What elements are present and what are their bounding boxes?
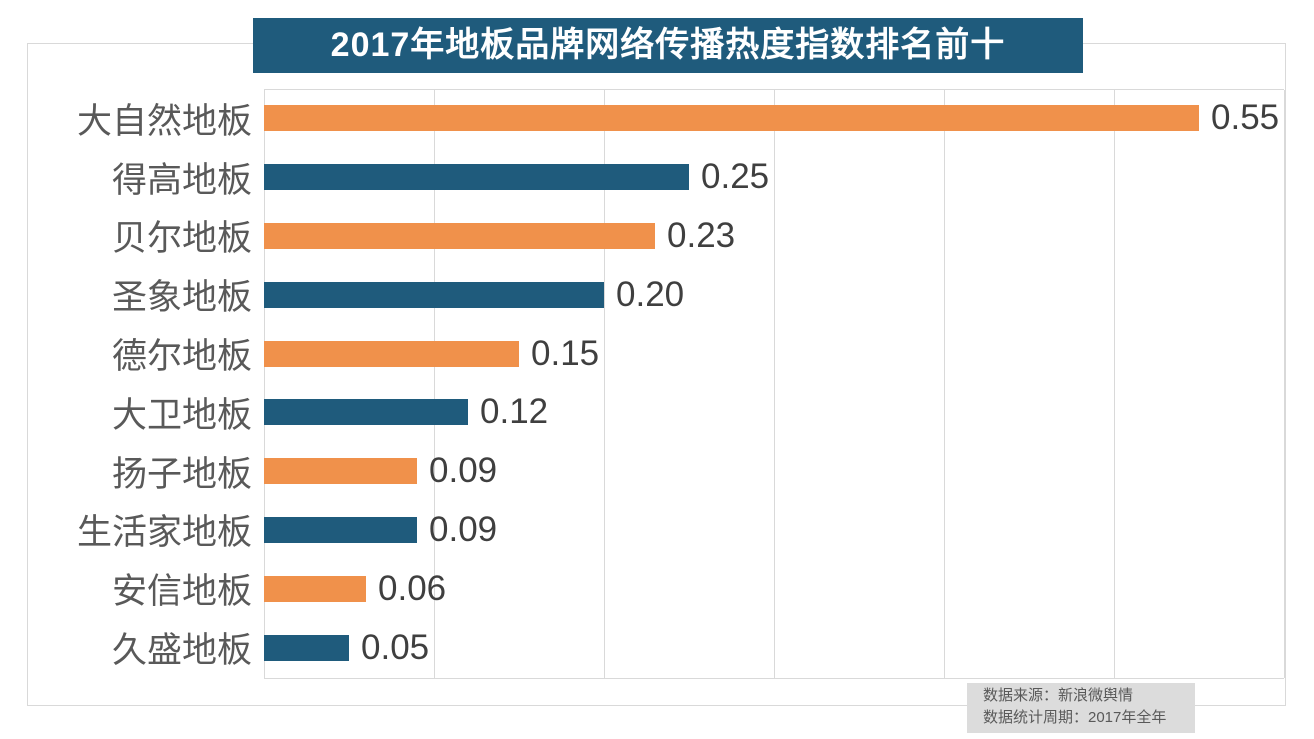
category-label: 生活家地板 — [76, 513, 252, 553]
bar — [264, 634, 349, 661]
value-label: 0.12 — [480, 392, 549, 432]
bar-row: 德尔地板 0.15 — [27, 324, 1286, 383]
bar-track: 0.05 — [264, 618, 1284, 677]
value-label: 0.25 — [701, 157, 770, 197]
bar-row: 得高地板 0.25 — [27, 148, 1286, 207]
chart-title: 2017年地板品牌网络传播热度指数排名前十 — [253, 18, 1083, 73]
bar-row: 大卫地板 0.12 — [27, 383, 1286, 442]
bar-track: 0.06 — [264, 559, 1284, 618]
bar-row: 扬子地板 0.09 — [27, 442, 1286, 501]
bar-row: 大自然地板 0.55 — [27, 89, 1286, 148]
bar — [264, 399, 468, 426]
category-label: 大卫地板 — [111, 395, 252, 435]
value-label: 0.09 — [429, 509, 498, 549]
bar — [264, 575, 366, 602]
category-label: 安信地板 — [111, 572, 252, 612]
category-label: 久盛地板 — [111, 631, 252, 671]
category-label: 扬子地板 — [111, 454, 252, 494]
value-label: 0.09 — [429, 451, 498, 491]
gridline — [774, 90, 775, 678]
bar-track: 0.55 — [264, 89, 1284, 148]
bar-row: 生活家地板 0.09 — [27, 501, 1286, 560]
bar — [264, 340, 519, 367]
bar-track: 0.23 — [264, 207, 1284, 266]
bar-track: 0.25 — [264, 148, 1284, 207]
bar — [264, 516, 417, 543]
category-label: 贝尔地板 — [111, 219, 252, 259]
gridline — [264, 90, 265, 678]
category-label: 大自然地板 — [76, 101, 252, 141]
value-label: 0.06 — [378, 568, 447, 608]
bar-track: 0.12 — [264, 383, 1284, 442]
bar-row: 贝尔地板 0.23 — [27, 207, 1286, 266]
period-line: 数据统计周期：2017年全年 — [983, 709, 1167, 726]
bar-row: 久盛地板 0.05 — [27, 618, 1286, 677]
bar-track: 0.09 — [264, 442, 1284, 501]
plot-gridlines — [264, 89, 1285, 679]
bar — [264, 458, 417, 485]
chart-frame — [27, 43, 1286, 706]
gridline — [434, 90, 435, 678]
bar — [264, 164, 689, 191]
source-line: 数据来源：新浪微舆情 — [983, 687, 1134, 704]
gridline — [944, 90, 945, 678]
bar — [264, 281, 604, 308]
bar-row: 圣象地板 0.20 — [27, 265, 1286, 324]
bar-track: 0.20 — [264, 265, 1284, 324]
bar-track: 0.15 — [264, 324, 1284, 383]
value-label: 0.23 — [667, 215, 736, 255]
value-label: 0.55 — [1211, 98, 1280, 138]
value-label: 0.20 — [616, 274, 685, 314]
bar-row: 安信地板 0.06 — [27, 559, 1286, 618]
gridline — [604, 90, 605, 678]
category-label: 圣象地板 — [111, 278, 252, 318]
bar-rows: 大自然地板 0.55 得高地板 0.25 贝尔地板 0.23 圣象地板 0.20… — [27, 89, 1286, 677]
gridline — [1284, 90, 1285, 678]
bar-track: 0.09 — [264, 501, 1284, 560]
category-label: 得高地板 — [111, 160, 252, 200]
gridline — [1114, 90, 1115, 678]
bar — [264, 222, 655, 249]
source-note: 数据来源：新浪微舆情 数据统计周期：2017年全年 — [967, 683, 1195, 733]
value-label: 0.05 — [361, 627, 430, 667]
bar — [264, 105, 1199, 132]
value-label: 0.15 — [531, 333, 600, 373]
category-label: 德尔地板 — [111, 337, 252, 377]
